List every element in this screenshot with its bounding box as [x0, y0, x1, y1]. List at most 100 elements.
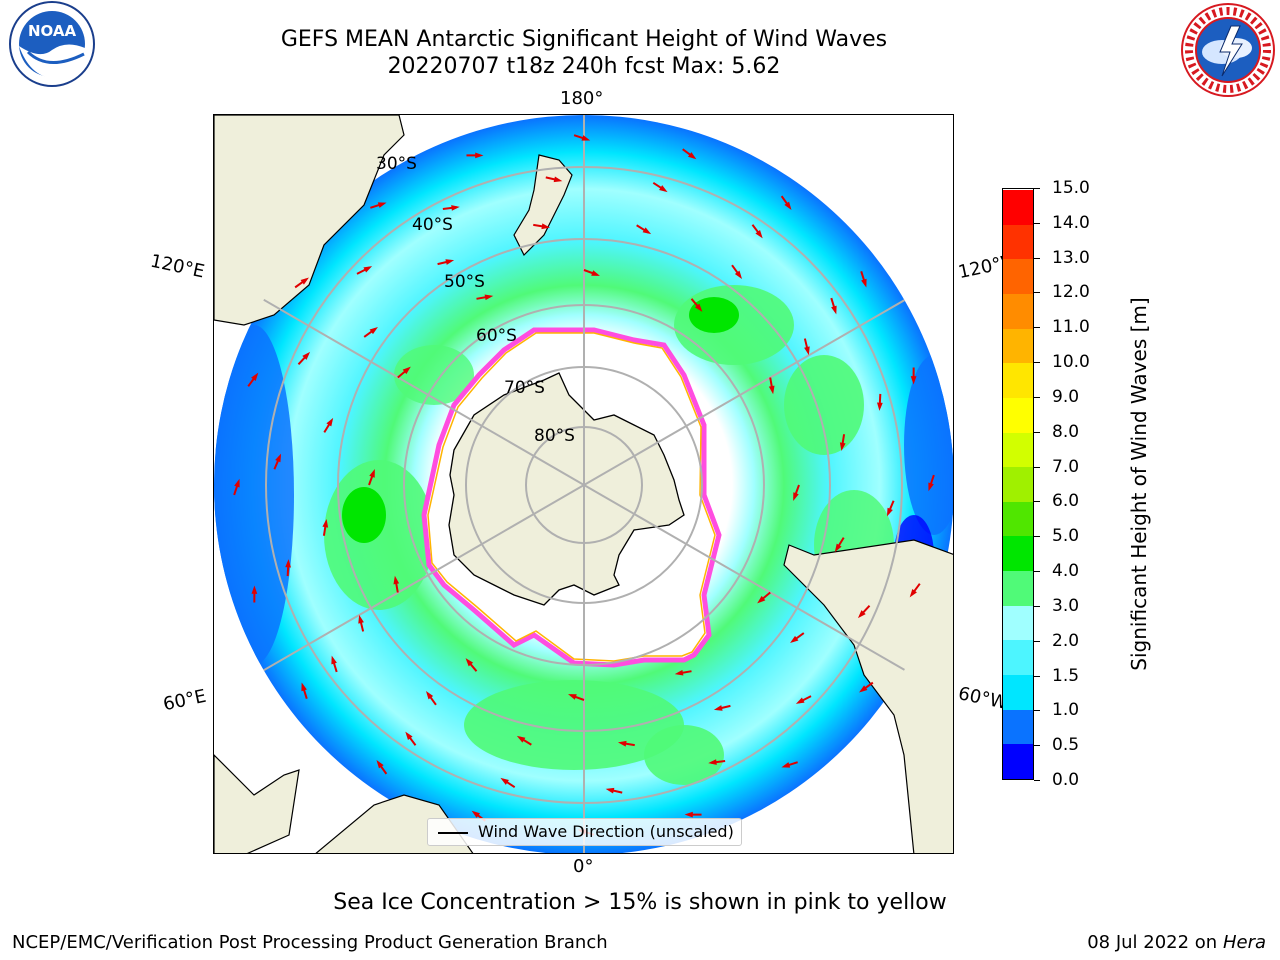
wave-arrow-head [694, 303, 703, 312]
wave-arrow-head [831, 305, 837, 315]
wave-arrow-head [804, 346, 810, 356]
colorbar-tick-label: 8.0 [1052, 421, 1080, 442]
wave-arrow-head [684, 811, 693, 818]
wave-arrow-head [861, 278, 867, 288]
lat-label-50s: 50°S [444, 272, 485, 292]
wave-arrow-head [275, 453, 282, 463]
wave-arrow-head [322, 518, 329, 528]
colorbar-segment [1003, 328, 1033, 364]
colorbar-segment [1003, 535, 1033, 572]
colorbar-tick-label: 2.0 [1052, 630, 1080, 651]
lat-label-70s: 70°S [504, 378, 545, 398]
colorbar [1002, 188, 1034, 780]
wave-arrow-head [363, 266, 373, 273]
colorbar-tick [1034, 501, 1040, 503]
wave-arrow-head [755, 230, 763, 239]
colorbar-tick-label: 3.0 [1052, 595, 1080, 616]
wave-arrow-head [405, 731, 413, 740]
wave-patch [689, 297, 739, 333]
wave-arrow-head [617, 740, 627, 747]
lat-label-30s: 30°S [376, 154, 417, 174]
colorbar-tick-label: 7.0 [1052, 456, 1080, 477]
wave-direction-arrows [233, 134, 935, 836]
wave-arrow-head [402, 366, 411, 375]
wave-arrow-head [713, 705, 723, 711]
wave-patch [644, 725, 724, 785]
colorbar-tick [1034, 466, 1040, 468]
wave-arrow-head [734, 270, 743, 279]
wave-arrow-head [790, 635, 799, 644]
wave-arrow-head [876, 402, 883, 411]
wave-arrow-head [708, 759, 717, 765]
colorbar-tick-label: 15.0 [1052, 178, 1090, 198]
colorbar-tick [1034, 605, 1040, 607]
colorbar-segment [1003, 674, 1033, 710]
sea-ice-note: Sea Ice Concentration > 15% is shown in … [333, 890, 947, 915]
credit-line: NCEP/EMC/Verification Post Processing Pr… [12, 932, 608, 953]
land-australia [214, 115, 405, 326]
wave-arrow-head [605, 787, 615, 794]
chart-title: GEFS MEAN Antarctic Significant Height o… [280, 27, 888, 52]
colorbar-segment [1003, 432, 1033, 468]
wave-arrow-head [886, 507, 893, 517]
wave-arrow-head [302, 351, 311, 360]
wave-arrow-head [300, 277, 309, 285]
wave-arrow-head [688, 152, 697, 160]
colorbar-tick-label: 5.0 [1052, 526, 1080, 547]
colorbar-tick-label: 1.0 [1052, 700, 1080, 721]
colorbar-tick-label: 6.0 [1052, 491, 1080, 512]
colorbar-segment [1003, 189, 1033, 225]
host-name: Hera [1222, 932, 1266, 953]
wave-arrow-head [285, 559, 292, 568]
wave-arrow-head [377, 202, 387, 208]
colorbar-tick [1034, 710, 1040, 712]
colorbar-segment [1003, 709, 1033, 745]
wave-arrow-head [326, 417, 334, 427]
wave-arrow-head [358, 614, 364, 624]
wave-arrow-head [768, 385, 775, 395]
wave-arrow-head [425, 691, 434, 700]
colorbar-tick-label: 9.0 [1052, 386, 1080, 407]
polar-map: 30°S 40°S 50°S 60°S 70°S 80°S [214, 115, 953, 853]
colorbar-tick [1034, 292, 1040, 294]
wave-arrow-head [839, 442, 846, 452]
chart-subtitle: 20220707 t18z 240h fcst Max: 5.62 [387, 54, 781, 79]
lat-label-80s: 80°S [534, 426, 575, 446]
wave-arrow-head [251, 372, 259, 381]
wave-patch [342, 487, 386, 543]
wave-arrow-head [591, 270, 600, 276]
lon-label-120e: 120°E [148, 250, 207, 283]
wave-arrow-head [909, 589, 917, 598]
lat-label-40s: 40°S [412, 215, 453, 235]
wave-arrow-head [928, 482, 934, 492]
colorbar-tick [1034, 675, 1040, 677]
map-legend: Wind Wave Direction (unscaled) [427, 818, 742, 846]
wave-arrow-head [393, 575, 400, 585]
colorbar-tick [1034, 571, 1040, 573]
wave-arrow-head [659, 185, 668, 193]
wave-arrow-head [857, 610, 866, 619]
land-south-america [783, 539, 953, 853]
wave-arrow-head [484, 294, 494, 301]
colorbar-label: Significant Height of Wind Waves [m] [1127, 297, 1151, 671]
wave-arrow-head [784, 201, 792, 210]
wave-arrow-head [516, 735, 526, 743]
colorbar-segment [1003, 258, 1033, 294]
wave-arrow-head [471, 810, 480, 818]
wave-arrow-head [369, 326, 378, 335]
colorbar-segment [1003, 501, 1033, 537]
wave-arrow-head [910, 376, 917, 385]
wave-arrow-head [834, 543, 842, 553]
wave-arrow-head [234, 478, 240, 488]
colorbar-tick-label: 12.0 [1052, 282, 1090, 303]
wave-arrow-head [465, 658, 474, 667]
wave-arrow-head [301, 682, 307, 692]
colorbar-tick-label: 10.0 [1052, 352, 1090, 373]
wave-arrow-head [376, 760, 384, 769]
date-text: 08 Jul 2022 on [1087, 932, 1223, 953]
wave-arrow-head [369, 469, 375, 478]
colorbar-tick-label: 0.5 [1052, 735, 1080, 756]
colorbar-segment [1003, 397, 1033, 433]
wave-arrow-head [642, 227, 652, 235]
colorbar-segment [1003, 743, 1033, 779]
